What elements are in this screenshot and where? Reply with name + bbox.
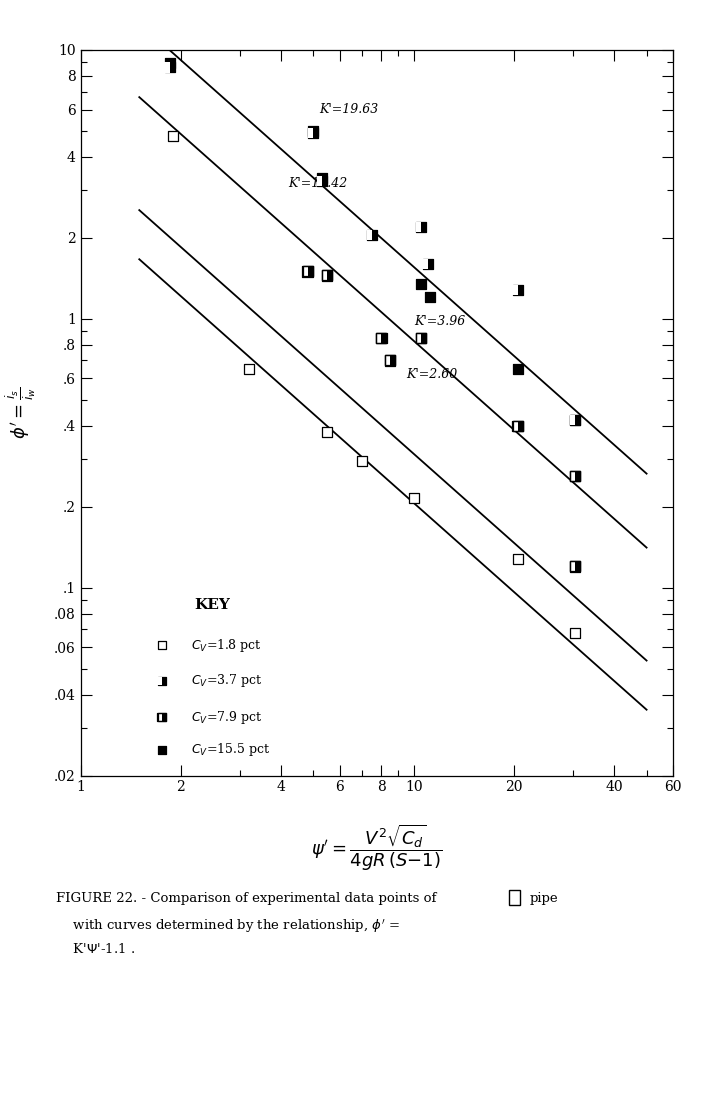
Point [415,275,426,293]
Point [164,59,175,76]
Point [415,218,426,236]
Text: $C_V$=15.5 pct: $C_V$=15.5 pct [191,741,271,758]
Point [385,351,396,369]
Point [569,411,580,429]
Point [156,673,167,690]
Point [512,417,523,434]
Point [322,267,333,285]
Point [156,708,167,726]
Point [308,122,319,140]
Point [385,351,396,369]
Point [512,417,523,434]
Text: pipe: pipe [529,892,558,905]
Point [322,267,333,285]
Point [308,124,319,142]
Point [367,226,378,244]
Text: K'=2.60: K'=2.60 [407,368,458,381]
Point [569,468,580,485]
Point [376,329,387,347]
Text: $C_V$=1.8 pct: $C_V$=1.8 pct [191,637,262,654]
Point [156,708,167,726]
Point [308,124,319,142]
Text: FIGURE 22. - Comparison of experimental data points of: FIGURE 22. - Comparison of experimental … [56,892,437,905]
Point [376,329,387,347]
Point [569,411,580,429]
Point [385,351,396,369]
Point [415,329,426,347]
Point [569,624,580,642]
Point [512,550,523,567]
Point [415,218,426,236]
Text: K'=10.42: K'=10.42 [288,176,348,189]
Point [316,168,327,186]
Point [569,468,580,485]
Text: $\phi' = \frac{i_s}{i_w}$: $\phi' = \frac{i_s}{i_w}$ [4,387,38,439]
Point [376,329,387,347]
Bar [509,890,520,905]
Point [415,329,426,347]
Point [422,255,433,273]
Point [243,360,254,378]
Text: with curves determined by the relationship, $\phi'$ =: with curves determined by the relationsh… [56,917,400,935]
Point [302,263,313,280]
Point [164,54,175,72]
Point [415,329,426,347]
Point [422,255,433,273]
Point [316,172,327,189]
Text: K'=3.96: K'=3.96 [414,315,465,328]
Point [302,263,313,280]
Point [512,360,523,378]
Point [322,267,333,285]
Point [302,263,313,280]
Point [322,423,333,441]
Text: K'=19.63: K'=19.63 [319,103,379,116]
Text: K'$\Psi$'-1.1 .: K'$\Psi$'-1.1 . [56,942,135,956]
Point [316,172,327,189]
Point [425,288,436,306]
Point [512,417,523,434]
Point [569,557,580,575]
Text: $C_V$=3.7 pct: $C_V$=3.7 pct [191,673,263,689]
Point [302,263,313,280]
Point [408,490,419,507]
Point [385,351,396,369]
Text: KEY: KEY [195,598,231,613]
Point [376,329,387,347]
Point [156,636,167,654]
Point [569,468,580,485]
Point [156,708,167,726]
Point [512,281,523,299]
Point [322,267,333,285]
Point [156,740,167,758]
Point [512,417,523,434]
Point [357,452,368,470]
Point [512,281,523,299]
Point [569,557,580,575]
Point [367,226,378,244]
Text: $\psi' = \dfrac{V^2 \sqrt{C_d}}{4gR\,(S{-}1)}$: $\psi' = \dfrac{V^2 \sqrt{C_d}}{4gR\,(S{… [311,822,442,873]
Point [569,411,580,429]
Point [415,329,426,347]
Point [569,557,580,575]
Point [164,59,175,76]
Point [156,673,167,690]
Point [168,126,179,144]
Point [569,468,580,485]
Point [569,557,580,575]
Text: $C_V$=7.9 pct: $C_V$=7.9 pct [191,709,263,726]
